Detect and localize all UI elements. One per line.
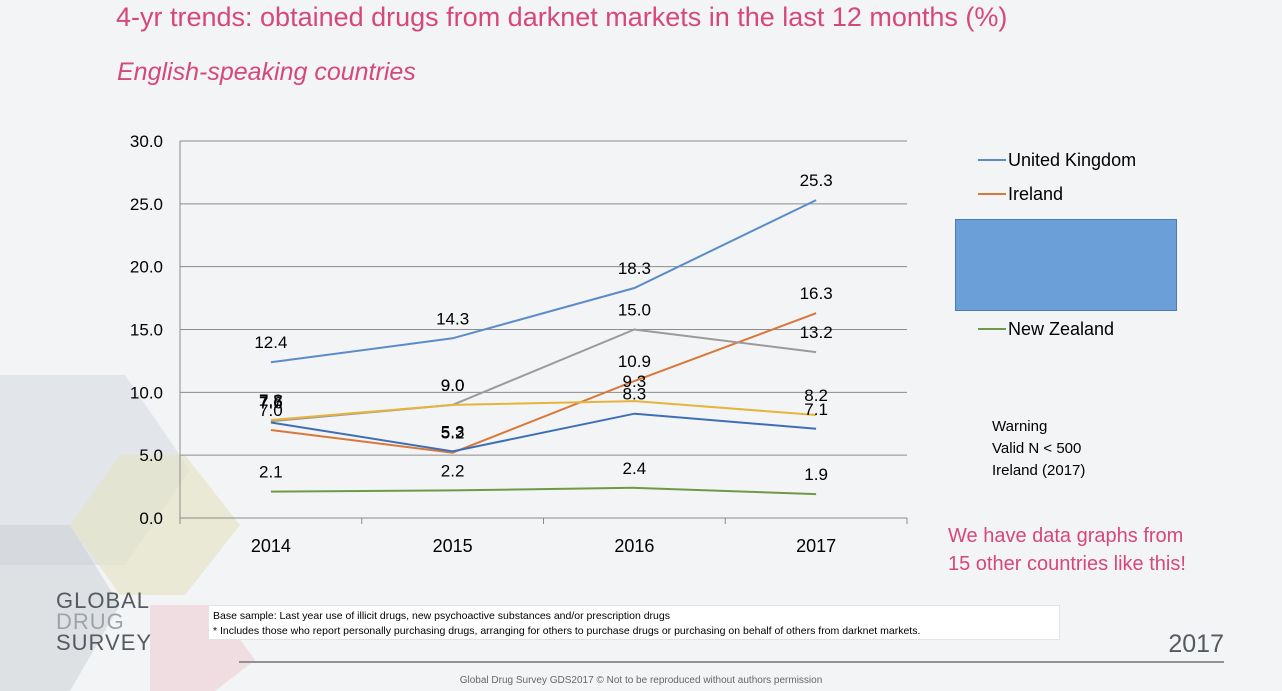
data-label: 9.3 xyxy=(623,372,647,391)
warning-country: Ireland (2017) xyxy=(992,462,1086,479)
year-badge: 2017 xyxy=(1168,630,1224,658)
data-label: 5.2 xyxy=(441,424,465,443)
legend-entry-new-zealand: New Zealand xyxy=(978,317,1114,341)
legend-entry-united-kingdom: United Kingdom xyxy=(978,148,1136,172)
legend-swatch xyxy=(978,159,1006,161)
data-label: 1.9 xyxy=(804,465,828,484)
series-line-5 xyxy=(270,486,817,496)
data-label: 10.9 xyxy=(618,352,651,371)
y-tick-label: 20.0 xyxy=(130,258,163,277)
y-tick-label: 0.0 xyxy=(139,509,163,528)
footnote-definition: * Includes those who report personally p… xyxy=(213,625,921,637)
y-tick-label: 15.0 xyxy=(130,321,163,340)
legend-label: New Zealand xyxy=(1008,318,1115,339)
promo-line-1: We have data graphs from xyxy=(948,525,1184,547)
slide-subtitle: English-speaking countries xyxy=(117,58,416,86)
promo-text: We have data graphs from 15 other countr… xyxy=(948,522,1186,578)
legend-swatch xyxy=(978,328,1006,330)
data-label: 7.0 xyxy=(259,401,283,420)
data-label: 7.6 xyxy=(259,393,283,412)
promo-line-2: 15 other countries like this! xyxy=(948,553,1186,575)
series-line-1 xyxy=(270,312,817,454)
data-label: 15.0 xyxy=(618,301,651,320)
warning-sample-size: Valid N < 500 xyxy=(992,440,1082,457)
data-label: 18.3 xyxy=(618,259,651,278)
y-tick-label: 25.0 xyxy=(130,195,163,214)
legend-cover-box xyxy=(955,219,1177,311)
x-tick-label: 2015 xyxy=(433,536,473,556)
warning-note: Warning Valid N < 500 Ireland (2017) xyxy=(992,416,1085,482)
y-tick-label: 5.0 xyxy=(139,446,163,465)
data-label: 8.2 xyxy=(804,386,828,405)
y-tick-label: 10.0 xyxy=(130,383,163,402)
warning-heading: Warning xyxy=(992,418,1048,435)
data-label: 2.4 xyxy=(623,459,647,478)
bottom-divider xyxy=(239,661,1224,663)
data-label: 16.3 xyxy=(800,284,833,303)
data-label: 2.2 xyxy=(441,461,465,480)
copyright-notice: Global Drug Survey GDS2017 © Not to be r… xyxy=(459,675,823,686)
slide-title: 4-yr trends: obtained drugs from darknet… xyxy=(116,2,1008,32)
data-label: 5.3 xyxy=(441,422,465,441)
data-label: 2.1 xyxy=(259,463,283,482)
legend-label: United Kingdom xyxy=(1008,149,1137,170)
x-tick-label: 2017 xyxy=(796,536,836,556)
y-tick-label: 30.0 xyxy=(130,132,163,151)
data-label: 7.8 xyxy=(259,391,283,410)
data-label: 8.3 xyxy=(623,385,647,404)
series-line-4 xyxy=(270,412,817,453)
global-drug-survey-logo: GLOBAL DRUG SURVEY xyxy=(56,588,153,655)
data-label: 25.3 xyxy=(800,171,833,190)
legend-entry-ireland: Ireland xyxy=(978,182,1063,206)
data-label: 12.4 xyxy=(254,333,287,352)
legend-swatch xyxy=(978,193,1006,195)
logo-line-survey: SURVEY xyxy=(56,630,153,655)
series-line-3 xyxy=(270,400,817,421)
data-label: 14.3 xyxy=(436,309,469,328)
logo-line-drug: DRUG xyxy=(56,609,125,634)
x-tick-label: 2016 xyxy=(614,536,654,556)
data-label: 9.0 xyxy=(441,376,465,395)
data-label: 13.2 xyxy=(800,323,833,342)
data-label: 9.0 xyxy=(441,376,465,395)
footnote-base-sample: Base sample: Last year use of illicit dr… xyxy=(213,610,670,622)
data-label: 7.7 xyxy=(259,392,283,411)
data-label: 7.1 xyxy=(804,400,828,419)
x-tick-label: 2014 xyxy=(251,536,291,556)
legend-label: Ireland xyxy=(1008,183,1064,204)
series-line-0 xyxy=(270,199,817,364)
logo-line-global: GLOBAL xyxy=(56,588,151,613)
footnote-box: Base sample: Last year use of illicit dr… xyxy=(208,605,1060,640)
